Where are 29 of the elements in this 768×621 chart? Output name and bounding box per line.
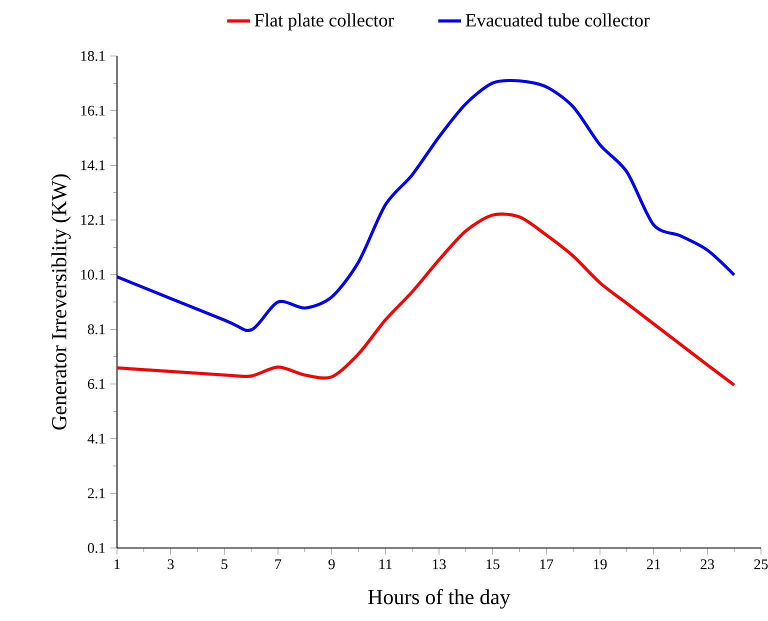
y-axis-title: Generator Irreversiblity (KW) [51, 174, 71, 430]
y-tick-label: 4.1 [88, 434, 105, 444]
x-tick-label: 21 [646, 559, 660, 570]
y-tick-label: 6.1 [88, 379, 105, 389]
y-tick-label: 16.1 [81, 106, 105, 116]
legend-label: Flat plate collector [254, 13, 394, 30]
y-tick-label: 14.1 [81, 160, 105, 170]
x-tick-label: 25 [754, 559, 768, 570]
x-tick-label: 1 [114, 559, 120, 570]
line-series [115, 78, 736, 332]
y-tick-label: 18.1 [81, 51, 105, 61]
x-tick-label: 9 [328, 559, 335, 570]
y-tick-label: 12.1 [81, 215, 105, 225]
x-tick-label: 15 [486, 559, 500, 570]
x-tick-label: 7 [275, 559, 282, 569]
y-tick-label: 8.1 [88, 324, 105, 334]
y-tick-label: 2.1 [88, 488, 105, 498]
x-tick-label: 5 [222, 559, 228, 570]
x-tick-label: 23 [700, 559, 714, 570]
x-tick-label: 13 [432, 559, 446, 570]
y-tick-label: 10.1 [81, 270, 105, 280]
x-tick-label: 19 [594, 559, 607, 570]
y-tick-label: 0.1 [88, 543, 105, 553]
x-tick-label: 11 [380, 559, 392, 570]
x-tick-label: 17 [540, 559, 554, 570]
x-axis-title: Hours of the day [368, 589, 510, 609]
legend-label: Evacuated tube collector [466, 13, 650, 27]
line-series [115, 212, 736, 387]
x-tick-label: 3 [168, 559, 174, 570]
